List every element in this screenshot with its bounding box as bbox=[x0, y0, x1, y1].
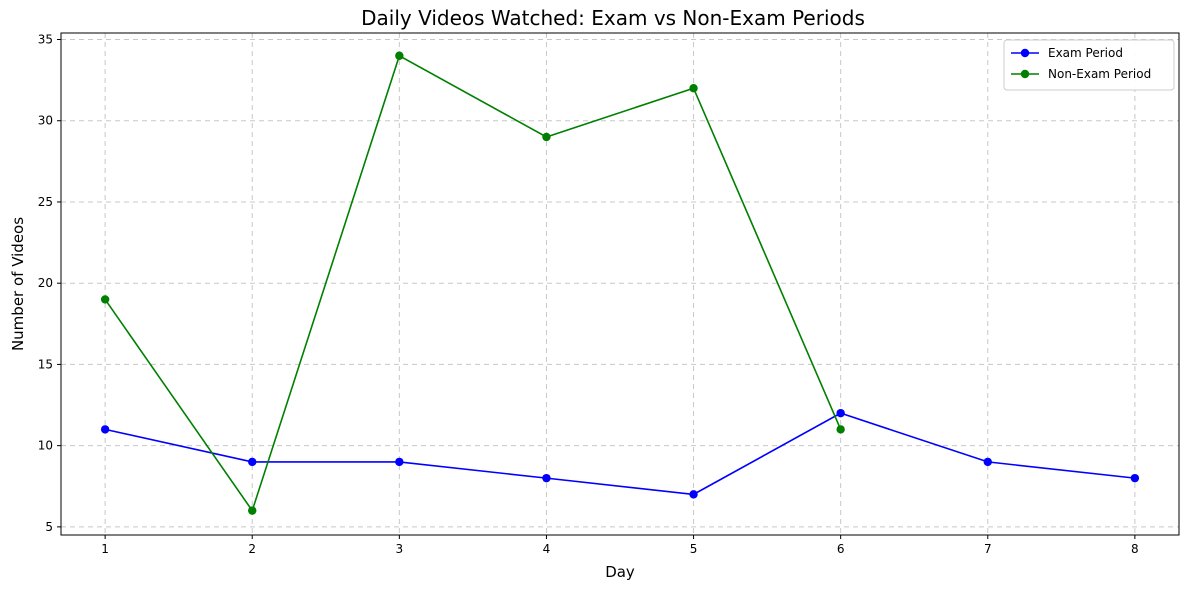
data-point-exam-period bbox=[689, 490, 698, 499]
data-point-exam-period bbox=[100, 425, 110, 434]
x-tick-label: 6 bbox=[837, 542, 845, 556]
data-point-exam-period bbox=[836, 408, 845, 418]
data-point-exam-period bbox=[542, 473, 551, 483]
series-line-non-exam-period bbox=[104, 54, 842, 513]
data-point-non-exam-period bbox=[248, 506, 257, 515]
y-tick-label: 25 bbox=[38, 195, 53, 209]
data-point-exam-period bbox=[248, 457, 257, 467]
y-axis: 5 10 15 20 25 30 35 bbox=[38, 32, 61, 534]
data-point-non-exam-period bbox=[689, 84, 698, 93]
data-point-non-exam-period bbox=[100, 295, 110, 304]
y-tick-label: 5 bbox=[45, 520, 53, 534]
series-line-exam-period bbox=[104, 412, 1135, 496]
x-tick-label: 4 bbox=[543, 542, 551, 556]
y-axis-label: Number of Videos bbox=[9, 217, 27, 351]
y-tick-label: 30 bbox=[38, 114, 53, 128]
data-point-non-exam-period bbox=[542, 132, 551, 142]
data-point-exam-period bbox=[983, 457, 992, 467]
series-exam-period bbox=[100, 408, 1140, 499]
grid bbox=[61, 33, 1179, 535]
y-tick-label: 15 bbox=[38, 357, 53, 371]
x-tick-label: 2 bbox=[248, 542, 256, 556]
y-tick-label: 10 bbox=[38, 439, 53, 453]
y-tick-label: 20 bbox=[38, 276, 53, 290]
x-tick-label: 8 bbox=[1131, 542, 1139, 556]
series-non-exam-period bbox=[100, 51, 845, 515]
legend-label: Exam Period bbox=[1048, 46, 1123, 60]
x-axis-label: Day bbox=[605, 563, 635, 581]
data-point-non-exam-period bbox=[395, 51, 404, 60]
x-tick-label: 5 bbox=[690, 542, 698, 556]
x-tick-label: 3 bbox=[396, 542, 404, 556]
plot-area bbox=[60, 32, 1180, 536]
legend-marker bbox=[1020, 69, 1030, 79]
legend-marker bbox=[1020, 48, 1030, 58]
legend-label: Non-Exam Period bbox=[1048, 67, 1151, 81]
x-axis: 1 2 3 4 5 6 7 8 bbox=[101, 535, 1139, 556]
chart-title: Daily Videos Watched: Exam vs Non-Exam P… bbox=[361, 6, 865, 30]
legend: Exam Period Non-Exam Period bbox=[1003, 39, 1175, 91]
data-point-exam-period bbox=[1130, 473, 1140, 483]
x-tick-label: 7 bbox=[984, 542, 992, 556]
series-layer bbox=[100, 51, 1140, 515]
data-point-exam-period bbox=[395, 457, 404, 467]
legend-box bbox=[1003, 39, 1175, 91]
legend-item-non-exam-period: Non-Exam Period bbox=[1011, 67, 1151, 81]
x-tick-label: 1 bbox=[101, 542, 109, 556]
y-tick-label: 35 bbox=[38, 32, 53, 46]
legend-item-exam-period: Exam Period bbox=[1011, 46, 1123, 60]
data-point-non-exam-period bbox=[836, 425, 845, 434]
